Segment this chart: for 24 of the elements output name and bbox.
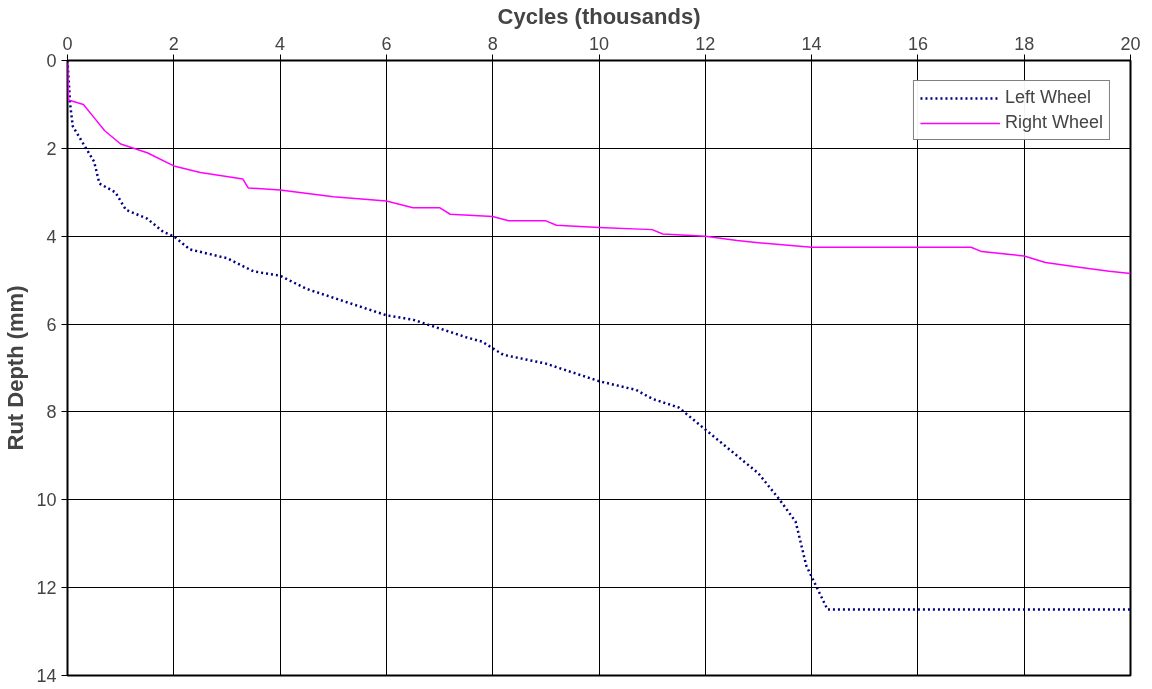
y-tick-label: 6 [46,314,57,335]
legend-label: Right Wheel [1004,112,1103,133]
x-tick-label: 2 [168,33,179,54]
x-tick-label: 14 [801,33,822,54]
legend-label: Left Wheel [1004,87,1091,108]
y-tick-label: 4 [46,226,57,247]
x-tick-label: 12 [695,33,716,54]
x-axis-title: Cycles (thousands) [497,3,701,29]
x-tick-label: 10 [588,33,610,54]
y-tick-label: 0 [46,51,57,71]
x-tick-label: 18 [1014,33,1035,54]
x-tick-label: 8 [487,33,498,54]
y-tick-label: 14 [36,666,57,686]
y-tick-label: 10 [36,490,57,511]
y-tick-label: 2 [46,138,57,159]
y-tick-label: 12 [36,578,57,599]
x-tick-label: 20 [1120,33,1141,54]
x-tick-label: 4 [275,33,286,54]
x-tick-label: 0 [62,33,73,54]
y-axis-title: Rut Depth (mm) [3,285,29,451]
x-tick-label: 6 [381,33,392,54]
line-series [67,60,1131,611]
y-tick-label: 8 [46,402,57,423]
x-tick-label: 16 [907,33,928,54]
